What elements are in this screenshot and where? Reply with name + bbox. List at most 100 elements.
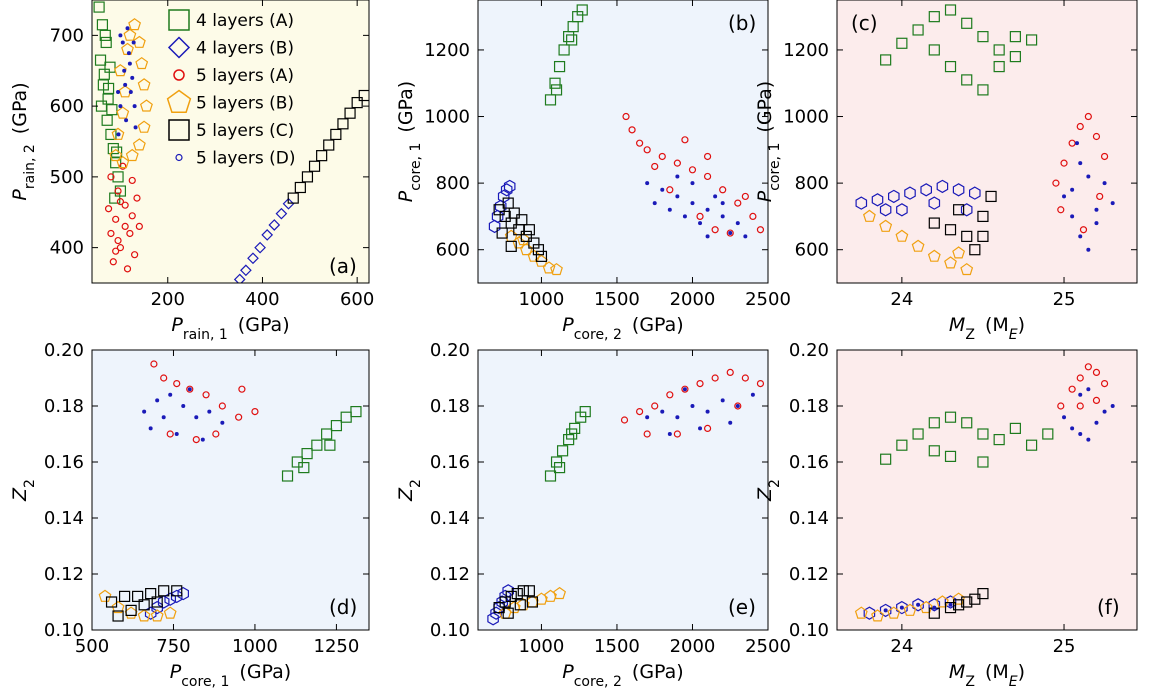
data-point [952, 183, 965, 197]
panel-label: (e) [728, 595, 756, 619]
data-point [904, 186, 916, 200]
data-point [1052, 179, 1060, 187]
series-5-layers-b- [854, 592, 966, 622]
data-point [969, 244, 981, 256]
data-point [107, 229, 115, 238]
data-point [756, 226, 765, 234]
data-point [944, 601, 957, 614]
y-tick-label: 400 [50, 238, 84, 259]
data-point [1086, 174, 1091, 179]
data-point [928, 417, 940, 429]
data-point [1094, 207, 1099, 212]
data-point [705, 207, 710, 212]
data-point [1070, 187, 1075, 192]
data-point [116, 155, 130, 169]
data-point [690, 181, 695, 186]
data-point [112, 610, 124, 622]
data-point [1100, 152, 1109, 161]
data-point [1092, 132, 1101, 141]
data-point [862, 209, 876, 222]
data-point [109, 148, 123, 162]
series-4-layers-a- [880, 411, 1054, 468]
y-axis-label: Pcore, 1 (GPa) [754, 81, 783, 202]
data-point [124, 118, 129, 123]
data-point [1084, 363, 1092, 371]
series-5-layers-a- [104, 162, 143, 273]
data-point [944, 224, 957, 236]
x-tick-label: 25 [1053, 289, 1076, 310]
data-point [1084, 112, 1092, 121]
data-point [235, 413, 243, 421]
data-point [977, 84, 989, 96]
data-point [651, 162, 659, 171]
data-point [1078, 432, 1083, 436]
data-point [491, 209, 504, 224]
data-point [726, 229, 734, 237]
data-point [148, 426, 153, 431]
x-tick-label: 1500 [594, 636, 640, 657]
data-point [666, 391, 674, 399]
data-point [123, 28, 137, 41]
data-point [673, 430, 681, 438]
data-point [961, 17, 973, 29]
data-point [928, 11, 940, 23]
series-4-layers-a- [544, 406, 591, 482]
data-point [493, 204, 505, 216]
y-tick-label: 500 [50, 167, 84, 188]
y-tick-label: 0.12 [430, 564, 470, 585]
y-tick-label: 0.20 [789, 340, 829, 361]
data-point [896, 203, 908, 217]
data-point [928, 598, 941, 612]
data-point [125, 148, 139, 162]
panel-label: (c) [851, 11, 878, 35]
series-5-layers-d- [142, 387, 225, 442]
x-tick-label: 2000 [670, 636, 716, 657]
data-point [502, 607, 514, 619]
data-point [912, 24, 924, 36]
data-point [977, 31, 989, 43]
data-point [112, 171, 124, 183]
data-point [261, 229, 274, 241]
data-point [110, 157, 122, 169]
data-point [928, 44, 940, 56]
data-point [1079, 226, 1088, 234]
data-point [666, 186, 674, 194]
series-5-layers-c- [493, 197, 548, 262]
series-5-layers-a- [1057, 363, 1109, 410]
data-point [993, 44, 1005, 56]
data-point [1096, 192, 1104, 201]
data-point [579, 406, 591, 418]
data-point [558, 44, 570, 56]
data-point [507, 600, 521, 614]
data-point [911, 239, 925, 252]
data-point [1057, 402, 1065, 410]
data-point [308, 160, 321, 172]
data-point [125, 604, 137, 617]
data-point [1076, 122, 1084, 131]
data-point [104, 61, 116, 73]
data-point [1025, 439, 1038, 451]
data-point [944, 60, 957, 73]
data-point [109, 258, 117, 266]
data-point [977, 230, 989, 242]
legend-entry: 4 layers (B) [196, 39, 294, 59]
data-point [720, 214, 725, 219]
data-point [652, 201, 657, 206]
data-point [713, 194, 718, 199]
y-tick-label: 0.12 [44, 564, 84, 585]
series-5-layers-a- [150, 360, 259, 444]
panel-label: (f) [1097, 595, 1120, 619]
data-point [139, 99, 153, 112]
data-point [200, 437, 205, 442]
data-point [275, 207, 288, 220]
data-point [527, 249, 541, 262]
x-tick-label: 600 [340, 289, 374, 310]
data-point [961, 74, 973, 86]
data-point [735, 404, 740, 408]
data-point [550, 262, 563, 276]
series-5-layers-c- [105, 585, 183, 622]
data-point [645, 415, 650, 420]
data-point [1078, 234, 1083, 239]
data-point [896, 600, 908, 615]
data-point [944, 4, 957, 16]
